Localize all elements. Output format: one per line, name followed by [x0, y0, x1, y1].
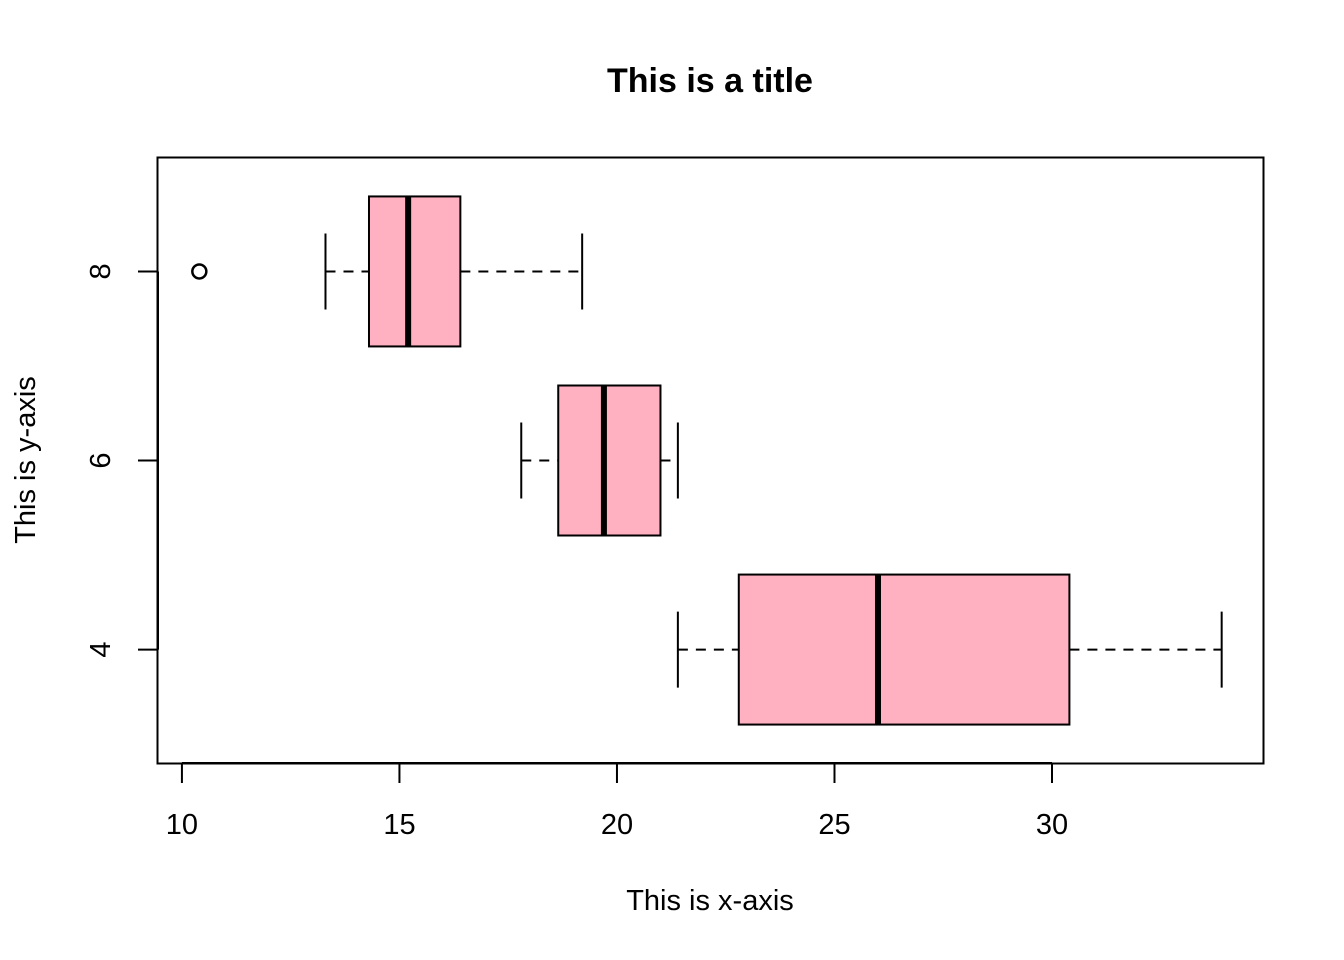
box-group-6: [520, 384, 679, 537]
box-iqr: [737, 573, 1071, 726]
y-tick-label: 4: [85, 641, 117, 657]
box-group-4: [676, 573, 1223, 726]
x-tick-label: 25: [818, 809, 850, 841]
outlier-point: [191, 263, 208, 280]
x-axis: 10 15 20 25 30: [166, 762, 1068, 841]
y-tick-label: 6: [85, 452, 117, 468]
x-tick-label: 10: [166, 809, 198, 841]
box-iqr: [557, 384, 662, 537]
x-tick-label: 30: [1036, 809, 1068, 841]
box-iqr: [367, 195, 462, 348]
y-axis: 4 6 8: [85, 263, 159, 658]
y-tick-label: 8: [85, 263, 117, 279]
chart-title: This is a title: [607, 62, 813, 100]
y-axis-label: This is y-axis: [10, 376, 42, 544]
x-axis-label: This is x-axis: [626, 885, 794, 917]
boxes-layer: [191, 195, 1223, 726]
x-tick-label: 15: [383, 809, 415, 841]
box-group-8: [191, 195, 584, 348]
x-tick-label: 20: [601, 809, 633, 841]
plot-frame: [156, 156, 1265, 765]
